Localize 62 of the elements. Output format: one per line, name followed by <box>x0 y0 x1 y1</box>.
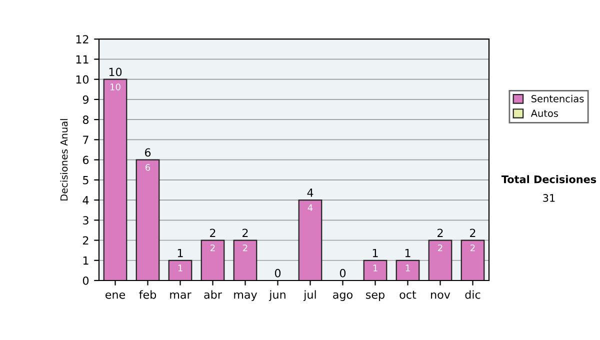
y-tick-label: 4 <box>82 196 89 204</box>
total-label: 1 <box>405 248 410 258</box>
bar <box>298 199 322 280</box>
total-label: 0 <box>274 268 281 278</box>
x-tick-label: sep <box>366 292 384 301</box>
bar <box>396 260 420 280</box>
data-label: 2 <box>470 244 475 252</box>
x-tick-label: may <box>234 292 258 301</box>
total-label: 2 <box>470 228 476 237</box>
y-tick-label: 11 <box>76 55 88 64</box>
y-axis-title: Decisiones Anual <box>60 119 68 200</box>
y-tick-label: 8 <box>82 116 89 124</box>
legend-label: Autos <box>530 110 558 117</box>
data-label: 1 <box>373 264 378 272</box>
x-tick-label: jul <box>303 290 316 301</box>
bar <box>428 240 452 280</box>
text: 31 <box>543 194 555 202</box>
x-tick-label: nov <box>431 292 450 299</box>
total-label: 1 <box>372 248 378 258</box>
data-label: 6 <box>146 164 150 171</box>
bar <box>136 159 160 280</box>
y-tick-label: 3 <box>83 216 88 225</box>
x-tick-label: ago <box>333 292 352 301</box>
data-label: 10 <box>110 84 120 90</box>
text: Total Decisiones <box>501 175 596 184</box>
y-tick-label: 7 <box>83 136 88 144</box>
legend-label: Sentencias <box>531 94 584 102</box>
total-label: 2 <box>242 228 248 237</box>
bar <box>103 78 128 280</box>
bar <box>168 260 192 280</box>
data-label: 2 <box>210 244 215 252</box>
y-tick-label: 2 <box>83 236 88 244</box>
data-label: 2 <box>438 244 442 252</box>
total-label: 2 <box>210 228 216 237</box>
bar <box>363 260 388 280</box>
total-label: 2 <box>438 228 443 237</box>
x-tick-label: feb <box>139 290 156 299</box>
total-label: 10 <box>109 68 122 76</box>
data-label: 4 <box>308 204 313 211</box>
y-tick-label: 10 <box>76 75 89 84</box>
y-tick-label: 0 <box>82 276 89 285</box>
x-tick-label: mar <box>170 292 192 299</box>
y-tick-label: 12 <box>76 35 88 44</box>
bar <box>200 240 225 280</box>
x-tick-label: jun <box>268 290 286 301</box>
data-label: 2 <box>243 244 248 252</box>
x-tick-label: ene <box>106 292 126 299</box>
total-label: 6 <box>144 148 151 157</box>
x-tick-label: abr <box>204 290 222 299</box>
y-tick-label: 9 <box>82 95 88 104</box>
data-label: 1 <box>178 264 182 272</box>
x-tick-label: dic <box>465 290 480 299</box>
y-tick-label: 5 <box>83 176 88 184</box>
y-tick-label: 1 <box>83 256 88 265</box>
total-label: 0 <box>340 268 346 278</box>
bar <box>233 240 258 280</box>
y-tick-label: 6 <box>82 156 89 164</box>
total-label: 1 <box>178 248 183 258</box>
total-label: 4 <box>307 188 314 197</box>
bar <box>460 240 485 280</box>
x-tick-label: oct <box>400 290 416 299</box>
data-label: 1 <box>406 264 410 272</box>
